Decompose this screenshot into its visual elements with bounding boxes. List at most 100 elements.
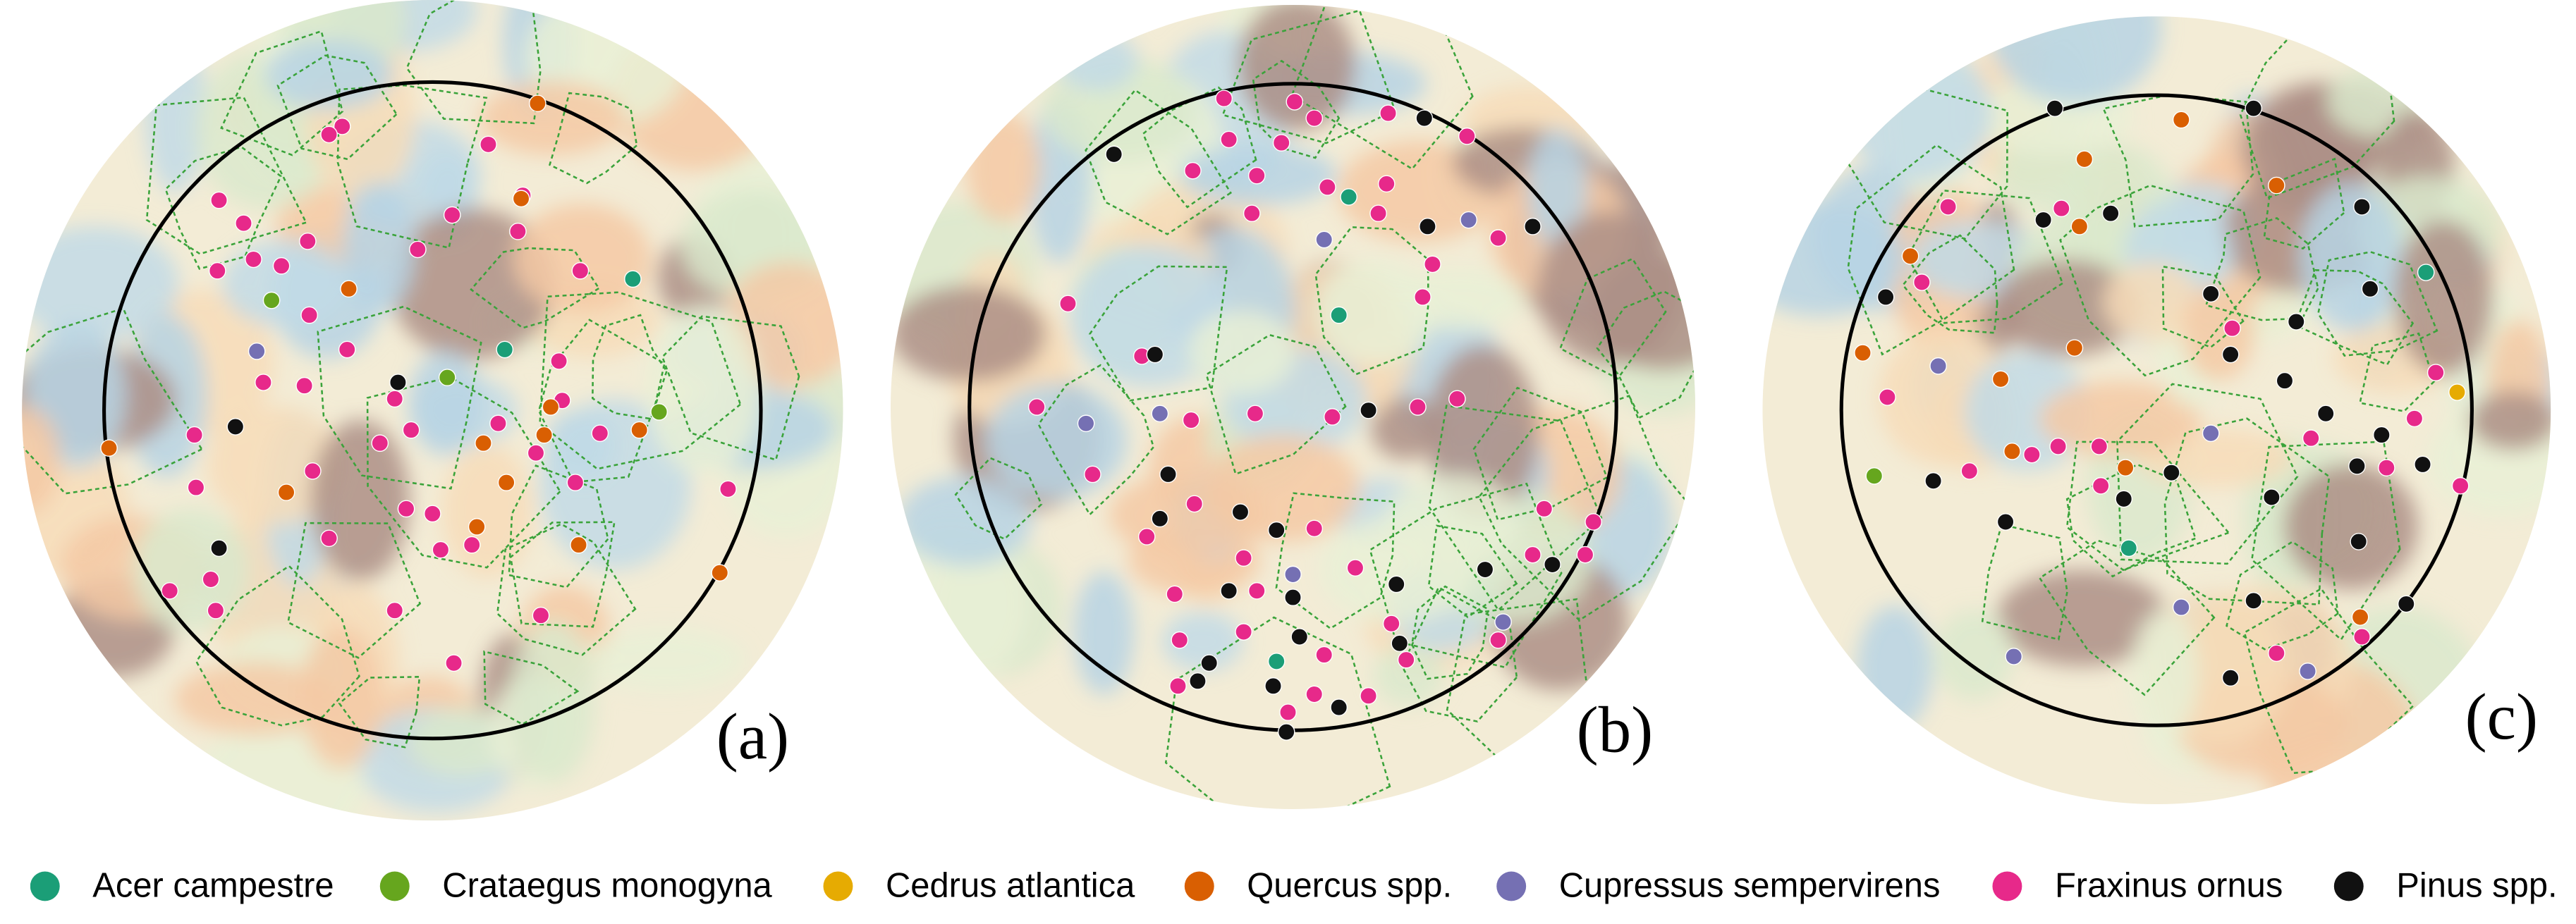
- tree: [2276, 371, 2294, 390]
- crown-outline: [2317, 251, 2438, 357]
- tree: [2302, 429, 2320, 448]
- tree: [202, 570, 220, 589]
- tree: [1247, 581, 1266, 600]
- tree: [1279, 703, 1297, 721]
- tree: [1305, 109, 1324, 128]
- tree: [1924, 472, 1942, 490]
- tree: [1901, 247, 1919, 265]
- canopy-patch: [310, 419, 410, 581]
- tree: [2267, 176, 2285, 195]
- tree: [719, 480, 737, 498]
- legend: Acer campestre Crataegus monogyna Cedrus a…: [30, 867, 2558, 905]
- tree: [2397, 595, 2415, 613]
- canopy-patch: [174, 663, 335, 735]
- canopy-patch: [891, 285, 1046, 382]
- crown-outline: [1478, 395, 1692, 622]
- crown-outline: [2294, 269, 2415, 366]
- tree: [1284, 565, 1302, 584]
- tree: [528, 94, 547, 113]
- tree: [2223, 319, 2241, 338]
- tree: [397, 500, 415, 518]
- legend-swatch: [2333, 871, 2364, 901]
- crown-outline: [2038, 539, 2216, 696]
- legend-swatch: [379, 871, 410, 901]
- canopy-patch: [343, 181, 416, 313]
- tree: [1330, 306, 1348, 324]
- tree: [185, 426, 203, 444]
- tree: [2162, 464, 2180, 481]
- tree: [1960, 462, 1979, 480]
- tree: [443, 206, 461, 224]
- canopy-patch: [583, 627, 745, 691]
- tree: [2221, 669, 2240, 687]
- canopy-patch: [133, 507, 250, 632]
- tree: [1184, 161, 1202, 180]
- canopy-patch: [22, 226, 179, 341]
- crown-outline: [2359, 332, 2436, 412]
- canopy-patch: [1857, 605, 1933, 731]
- canopy-patch: [1995, 259, 2138, 357]
- panel-label: (c): [2465, 681, 2538, 753]
- crown-outline: [2059, 184, 2261, 377]
- tree: [1264, 677, 1282, 695]
- crown-outline: [1085, 89, 1232, 235]
- tree: [1027, 398, 1046, 416]
- tree: [1272, 134, 1290, 152]
- tree: [2172, 111, 2190, 129]
- tree: [1235, 549, 1252, 567]
- tree: [1305, 519, 1324, 538]
- tree: [571, 261, 590, 280]
- crown-outline: [1037, 364, 1155, 517]
- canopy-patch: [513, 203, 652, 313]
- legend-swatch: [1992, 871, 2022, 901]
- crown-outline: [276, 54, 398, 161]
- tree: [650, 403, 668, 421]
- crown-outline: [1205, 333, 1347, 476]
- crown-outline: [1981, 523, 2068, 641]
- tree: [298, 232, 317, 250]
- tree: [1324, 408, 1341, 426]
- tree: [509, 222, 527, 240]
- tree: [2070, 218, 2089, 235]
- crown-outline: [1369, 482, 1563, 669]
- tree: [1476, 560, 1494, 579]
- tree: [1059, 295, 1077, 313]
- tree: [2245, 591, 2263, 610]
- tree: [2414, 455, 2431, 474]
- tree: [207, 601, 225, 620]
- canopy-patch: [1055, 30, 1138, 91]
- tree: [1284, 589, 1302, 606]
- tree: [100, 439, 118, 457]
- crown-outline: [954, 457, 1043, 541]
- legend-label: Crataegus monogyna: [442, 867, 772, 905]
- tree: [570, 536, 587, 554]
- tree: [432, 541, 450, 559]
- canopy-patch: [985, 383, 1128, 499]
- tree: [1146, 345, 1164, 364]
- canopy-patch: [442, 444, 533, 578]
- tree: [2405, 409, 2424, 428]
- tree: [1220, 130, 1238, 149]
- crown-outline: [483, 650, 580, 726]
- canopy-patch: [207, 405, 343, 525]
- tree: [2003, 443, 2021, 460]
- tree: [2351, 608, 2369, 626]
- legend-label: Cedrus atlantica: [886, 867, 1135, 905]
- tree: [1996, 513, 2015, 531]
- tree: [2046, 99, 2064, 118]
- tree: [1524, 546, 1542, 564]
- tree: [1290, 628, 1309, 646]
- tree: [386, 601, 404, 620]
- crown-outline: [1314, 226, 1429, 376]
- tree: [1105, 145, 1123, 164]
- tree: [445, 654, 463, 672]
- tree: [2373, 426, 2391, 444]
- tree: [527, 444, 545, 462]
- tree: [1189, 672, 1207, 690]
- canopy-patch: [1934, 609, 2014, 701]
- canopy-patch: [408, 350, 483, 456]
- tree: [1489, 631, 1507, 649]
- tree: [1424, 255, 1441, 273]
